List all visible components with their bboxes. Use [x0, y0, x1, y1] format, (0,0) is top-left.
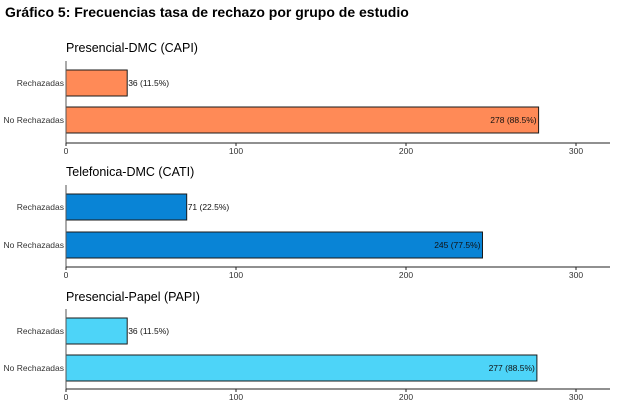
x-tick-label: 200 — [399, 146, 413, 156]
x-tick-label: 0 — [64, 146, 69, 156]
category-label: No Rechazadas — [4, 115, 64, 125]
x-tick-label: 200 — [399, 392, 413, 402]
data-label: 245 (77.5%) — [434, 240, 480, 250]
x-tick-label: 0 — [64, 270, 69, 280]
x-tick-label: 200 — [399, 270, 413, 280]
bar — [65, 354, 538, 382]
category-label: Rechazadas — [17, 202, 64, 212]
category-label: No Rechazadas — [4, 240, 64, 250]
panel-title: Presencial-DMC (CAPI) — [66, 41, 198, 55]
data-label: 277 (88.5%) — [489, 363, 535, 373]
bar — [65, 69, 128, 97]
category-label: Rechazadas — [17, 78, 64, 88]
bar — [65, 317, 128, 345]
bar — [65, 106, 540, 134]
data-label: 71 (22.5%) — [188, 202, 230, 212]
panel-title: Telefonica-DMC (CATI) — [66, 165, 194, 179]
x-tick-label: 100 — [229, 270, 243, 280]
data-label: 36 (11.5%) — [128, 326, 169, 336]
bar — [65, 231, 483, 259]
panel-title: Presencial-Papel (PAPI) — [66, 290, 200, 304]
x-tick-label: 100 — [229, 392, 243, 402]
figure-title: Gráfico 5: Frecuencias tasa de rechazo p… — [5, 4, 409, 20]
x-tick-label: 100 — [229, 146, 243, 156]
x-tick-label: 300 — [569, 392, 583, 402]
data-label: 36 (11.5%) — [128, 78, 169, 88]
x-tick-label: 300 — [569, 270, 583, 280]
data-label: 278 (88.5%) — [490, 115, 536, 125]
x-tick-label: 300 — [569, 146, 583, 156]
category-label: Rechazadas — [17, 326, 64, 336]
category-label: No Rechazadas — [4, 363, 64, 373]
bar — [65, 193, 188, 221]
x-tick-label: 0 — [64, 392, 69, 402]
